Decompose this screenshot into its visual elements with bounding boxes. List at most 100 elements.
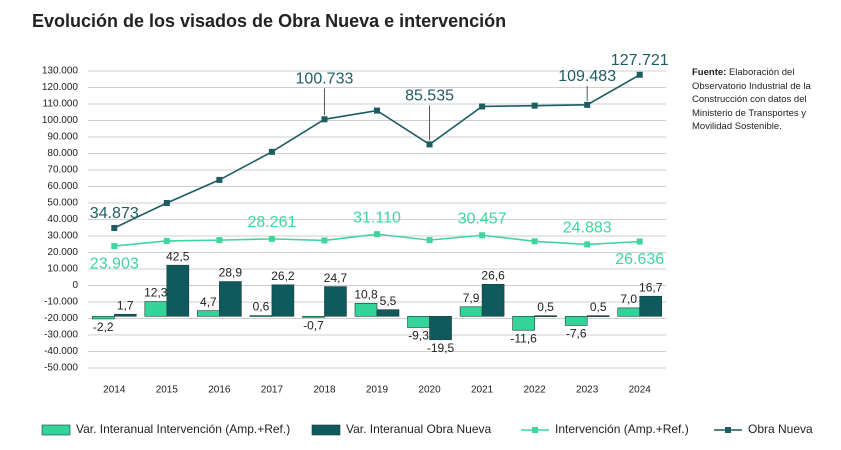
line-marker	[111, 224, 118, 231]
x-tick-label: 2024	[629, 385, 652, 396]
source-label: Fuente:	[692, 67, 727, 78]
line-marker	[531, 238, 538, 245]
legend-marker	[532, 427, 538, 433]
bar	[534, 315, 557, 317]
line-marker	[216, 176, 223, 183]
bar-value-label: 7,9	[463, 291, 480, 305]
bar	[302, 315, 325, 318]
line-marker	[374, 107, 380, 114]
x-tick-label: 2020	[418, 385, 441, 396]
bar-value-label: 0,5	[590, 300, 607, 314]
x-tick-label: 2021	[471, 385, 494, 396]
bar	[564, 315, 588, 326]
bar-value-label: -19,5	[427, 341, 455, 355]
x-tick-label: 2017	[261, 385, 284, 396]
point-value-label: 100.733	[296, 71, 354, 88]
y-tick-label: 100.000	[42, 115, 79, 126]
bar-value-label: 16,7	[639, 280, 663, 294]
bar	[481, 284, 505, 317]
y-tick-label: -40.000	[44, 346, 78, 357]
line-marker	[111, 243, 118, 250]
line-marker	[163, 237, 170, 244]
x-tick-label: 2014	[103, 385, 126, 396]
x-tick-label: 2016	[208, 385, 231, 396]
bar	[429, 315, 452, 341]
bar	[354, 303, 378, 317]
line-marker	[636, 71, 643, 78]
y-tick-label: 70.000	[47, 165, 78, 176]
bar-value-label: 42,5	[166, 249, 190, 263]
point-value-label: 85.535	[405, 88, 454, 105]
bar	[219, 281, 242, 317]
bar-value-label: -9,3	[408, 329, 429, 343]
y-tick-label: 130.000	[42, 66, 79, 77]
bar-value-label: 28,9	[219, 266, 243, 280]
y-tick-label: -10.000	[44, 297, 78, 308]
bar	[459, 306, 483, 317]
legend-label: Intervención (Amp.+Ref.)	[555, 422, 689, 436]
bar-value-label: 26,2	[271, 269, 295, 283]
line-marker	[584, 101, 591, 108]
bar	[512, 315, 535, 331]
x-tick-label: 2022	[524, 385, 547, 396]
legend-swatch	[311, 424, 341, 436]
x-tick-label: 2018	[313, 385, 336, 396]
bar-value-label: 1,7	[117, 298, 134, 312]
bar	[617, 307, 641, 317]
line-marker	[636, 238, 643, 245]
bar-value-label: 12,3	[144, 286, 168, 300]
legend-swatch	[41, 424, 71, 436]
y-tick-label: 80.000	[47, 148, 78, 159]
line-marker	[584, 241, 591, 248]
y-tick-label: 40.000	[47, 214, 78, 225]
line-marker	[426, 237, 433, 244]
bar-value-label: 0,5	[537, 300, 554, 314]
bar-value-label: -2,2	[93, 320, 114, 334]
y-tick-label: 10.000	[47, 264, 78, 275]
line-marker	[163, 200, 170, 206]
bar	[639, 295, 663, 317]
bar	[166, 264, 190, 317]
bar	[197, 310, 220, 317]
bar-value-label: -7,6	[566, 327, 587, 341]
line-marker	[479, 232, 486, 239]
bar-value-label: 10,8	[354, 287, 378, 301]
bar-value-label: -0,7	[303, 318, 324, 332]
y-tick-label: 120.000	[42, 82, 79, 93]
legend-label: Var. Interanual Obra Nueva	[346, 422, 492, 436]
bar	[91, 315, 115, 320]
bar-value-label: -11,6	[510, 331, 537, 345]
y-tick-label: 90.000	[47, 132, 78, 143]
point-value-label: 109.483	[558, 68, 616, 85]
point-value-label: 31.110	[353, 209, 401, 226]
source-text: Elaboración del Observatorio Industrial …	[692, 67, 811, 132]
y-tick-label: -20.000	[44, 313, 78, 324]
point-value-label: 28.261	[247, 214, 296, 231]
y-tick-label: 20.000	[47, 247, 78, 258]
bar	[407, 315, 430, 328]
y-tick-label: 60.000	[47, 181, 78, 192]
line-marker	[216, 237, 223, 244]
line-marker	[268, 235, 275, 242]
point-value-label: 26.636	[615, 251, 664, 268]
line-marker	[321, 116, 328, 123]
bar	[586, 315, 610, 317]
y-tick-label: 50.000	[47, 198, 78, 209]
legend-marker	[725, 427, 731, 433]
bar-value-label: 0,6	[253, 300, 270, 314]
bar-value-label: 5,5	[380, 294, 397, 308]
bar-value-label: 4,7	[200, 295, 217, 309]
line-marker	[374, 231, 380, 238]
y-tick-label: -50.000	[44, 363, 78, 374]
source-note: Fuente: Elaboración del Observatorio Ind…	[692, 66, 822, 134]
legend-label: Obra Nueva	[748, 422, 813, 436]
bar-value-label: 24,7	[324, 271, 348, 285]
line-marker	[268, 148, 275, 155]
y-tick-label: 0	[72, 280, 78, 291]
point-value-label: 23.903	[90, 255, 139, 272]
bar	[113, 313, 137, 317]
y-tick-label: -30.000	[44, 330, 78, 341]
bar	[271, 284, 295, 317]
line-marker	[479, 103, 486, 110]
